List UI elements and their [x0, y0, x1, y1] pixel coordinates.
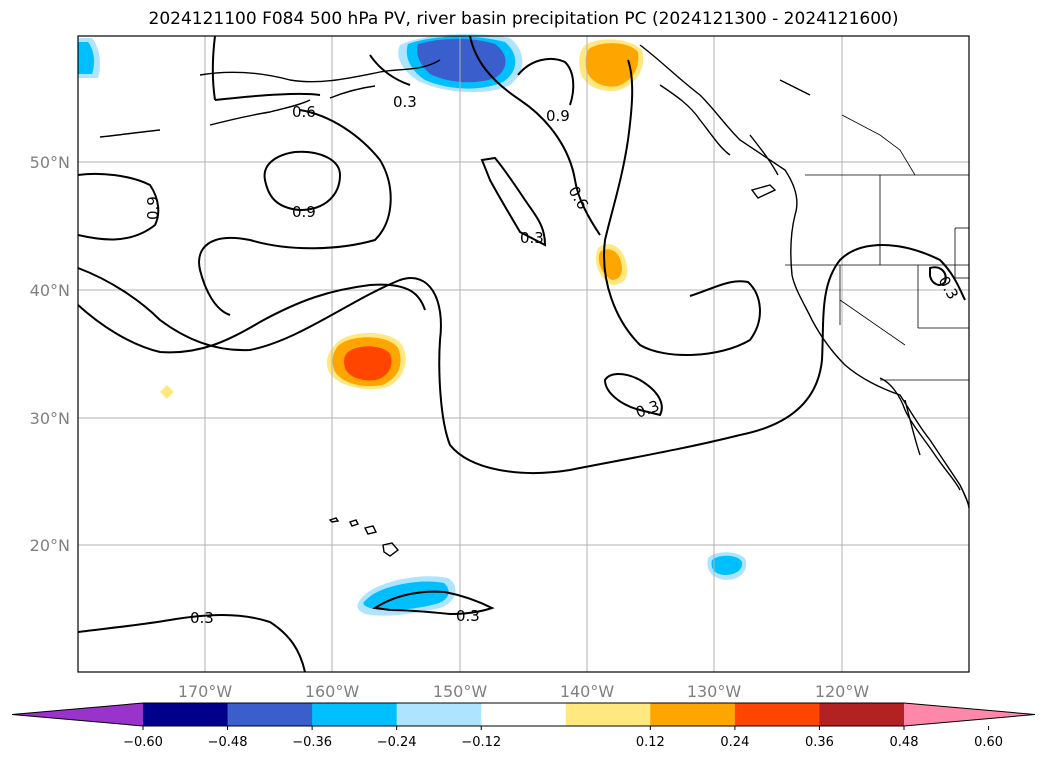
colorbar-extend-min [12, 703, 143, 726]
lat-tick-label: 30°N [30, 409, 70, 428]
contour-label: 0.3 [520, 229, 544, 247]
colorbar-tick-label: 0.60 [974, 735, 1003, 750]
lat-tick-label: 20°N [30, 536, 70, 555]
map-title: 2024121100 F084 500 hPa PV, river basin … [148, 9, 899, 29]
contour-label: 0.6 [292, 103, 316, 121]
colorbar-tick-label: −0.48 [208, 735, 248, 750]
pv-contours [77, 35, 966, 673]
colorbar-swatch [734, 703, 820, 726]
colorbar-tick-label: −0.60 [123, 735, 163, 750]
lon-tick-label: 150°W [433, 682, 488, 701]
map-frame [77, 35, 970, 673]
longitude-labels: 170°W 160°W 150°W 140°W 130°W 120°W [178, 682, 870, 701]
coastlines [99, 44, 970, 557]
colorbar-swatch [481, 703, 567, 726]
lon-tick-label: 160°W [305, 682, 360, 701]
shaded-anomalies [78, 34, 747, 616]
contour-label: 0.9 [144, 196, 162, 220]
colorbar-swatch [143, 703, 229, 726]
colorbar-tick-label: −0.36 [292, 735, 332, 750]
contour-label: 0.9 [292, 203, 316, 221]
colorbar-tick-label: −0.24 [377, 735, 417, 750]
lon-tick-label: 140°W [560, 682, 615, 701]
colorbar-tick-label: 0.36 [805, 735, 834, 750]
colorbar-swatch [312, 703, 398, 726]
colorbar-swatch [565, 703, 651, 726]
lon-tick-label: 170°W [178, 682, 233, 701]
lon-tick-label: 130°W [687, 682, 742, 701]
colorbar-tick-label: 0.48 [890, 735, 919, 750]
map-panel: 0.3 0.6 0.9 0.9 0.9 0.3 0.6 0.3 0.3 0.3 … [77, 34, 970, 673]
colorbar-swatch [227, 703, 313, 726]
contour-label: 0.3 [190, 609, 214, 627]
colorbar-tick-label: 0.12 [636, 735, 665, 750]
colorbar-swatch [396, 703, 482, 726]
positive-anomaly-subtropical [326, 332, 406, 390]
contour-label: 0.9 [546, 107, 570, 125]
positive-anomaly-alaska-panhandle [579, 39, 644, 91]
negative-anomaly-east-pacific [707, 552, 747, 580]
lat-tick-label: 50°N [30, 153, 70, 172]
latitude-labels: 50°N 40°N 30°N 20°N [30, 153, 70, 555]
contour-label: 0.3 [393, 93, 417, 111]
colorbar: −0.60 −0.48 −0.36 −0.24 −0.12 0.12 0.24 0.36 0.4… [11, 702, 1036, 750]
lat-tick-label: 40°N [30, 281, 70, 300]
colorbar-swatch [650, 703, 736, 726]
colorbar-extend-max [904, 703, 1035, 726]
contour-label: 0.3 [456, 607, 480, 625]
positive-anomaly-tiny [160, 385, 174, 399]
lon-tick-label: 120°W [815, 682, 870, 701]
colorbar-swatch [819, 703, 905, 726]
gridlines [78, 36, 969, 672]
political-borders [785, 114, 969, 381]
colorbar-tick-label: −0.12 [461, 735, 501, 750]
negative-anomaly-northwest [78, 38, 100, 78]
colorbar-tick-label: 0.24 [720, 735, 749, 750]
